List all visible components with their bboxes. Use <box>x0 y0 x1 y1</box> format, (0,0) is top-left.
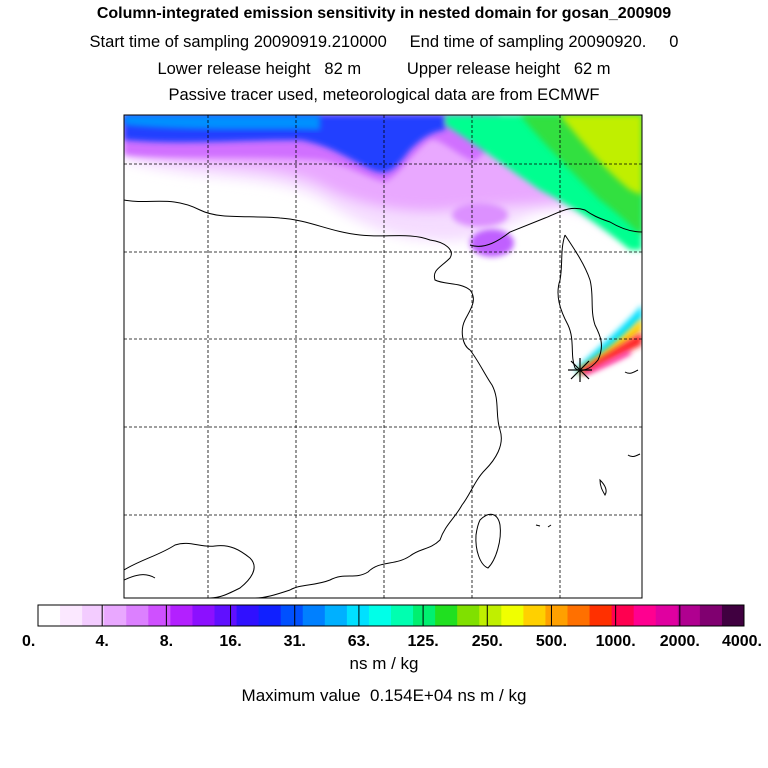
colorbar-swatch <box>545 605 568 626</box>
colorbar-swatch <box>435 605 458 626</box>
colorbar-tick-label: 8. <box>160 633 173 650</box>
colorbar-swatch <box>413 605 436 626</box>
colorbar-swatch <box>38 605 61 626</box>
colorbar-swatch <box>280 605 304 626</box>
colorbar-swatch <box>170 605 193 626</box>
colorbar-tick-label: 31. <box>284 633 306 650</box>
map-panel <box>124 115 642 598</box>
colorbar-swatch <box>567 605 591 626</box>
colorbar-labels: 0. 4. 8. 16. 31. 63. 125. 250. 500. 1000. 2000. 400… <box>22 633 762 650</box>
tracer-info-line: Passive tracer used, meteorological data… <box>168 86 600 104</box>
colorbar-swatch <box>523 605 546 626</box>
colorbar-tick-label: 500. <box>536 633 567 650</box>
colorbar-swatch <box>302 605 326 626</box>
colorbar-swatch <box>633 605 657 626</box>
colorbar-frame <box>37 604 745 627</box>
colorbar-swatch <box>391 605 414 626</box>
colorbar <box>37 604 745 627</box>
graticule <box>124 115 642 598</box>
colorbar-tick-label: 63. <box>348 633 370 650</box>
plot-title: Column-integrated emission sensitivity i… <box>96 5 672 22</box>
colorbar-units: ns m / kg <box>349 654 419 673</box>
colorbar-tick-label: 1000. <box>596 633 636 650</box>
colorbar-swatch <box>60 605 83 626</box>
colorbar-tick-label: 125. <box>408 633 439 650</box>
colorbar-swatch <box>721 605 745 626</box>
map-frame <box>123 114 643 599</box>
colorbar-swatch <box>148 605 171 626</box>
colorbar-tick-label: 2000. <box>660 633 700 650</box>
colorbar-swatch <box>501 605 524 626</box>
colorbar-swatch <box>655 605 679 626</box>
colorbar-tick-label: 16. <box>219 633 241 650</box>
colorbar-swatch <box>368 605 392 626</box>
sampling-time-line: Start time of sampling 20090919.210000 E… <box>89 33 679 51</box>
colorbar-swatch <box>346 605 370 626</box>
colorbar-swatch <box>677 605 701 626</box>
colorbar-swatch <box>192 605 215 626</box>
colorbar-tick-label: 250. <box>472 633 503 650</box>
colorbar-swatch <box>324 605 348 626</box>
colorbar-tick-label: 4000. <box>722 633 762 650</box>
colorbar-swatch <box>104 605 127 626</box>
colorbar-swatch <box>457 605 480 626</box>
colorbar-swatch <box>258 605 282 626</box>
sensitivity-field <box>124 115 642 375</box>
colorbar-tick-label: 4. <box>96 633 109 650</box>
colorbar-swatch <box>611 605 635 626</box>
release-height-line: Lower release height 82 m Upper release … <box>157 60 611 78</box>
colorbar-swatch <box>126 605 149 626</box>
max-value-text: Maximum value 0.154E+04 ns m / kg <box>241 686 527 705</box>
colorbar-swatch <box>236 605 260 626</box>
colorbar-swatch <box>214 605 238 626</box>
coastlines <box>124 199 642 598</box>
colorbar-swatch <box>699 605 723 626</box>
colorbar-tick-label: 0. <box>22 633 35 650</box>
colorbar-swatch <box>82 605 105 626</box>
star-marker <box>568 358 592 382</box>
colorbar-swatch <box>479 605 502 626</box>
colorbar-swatch <box>589 605 613 626</box>
